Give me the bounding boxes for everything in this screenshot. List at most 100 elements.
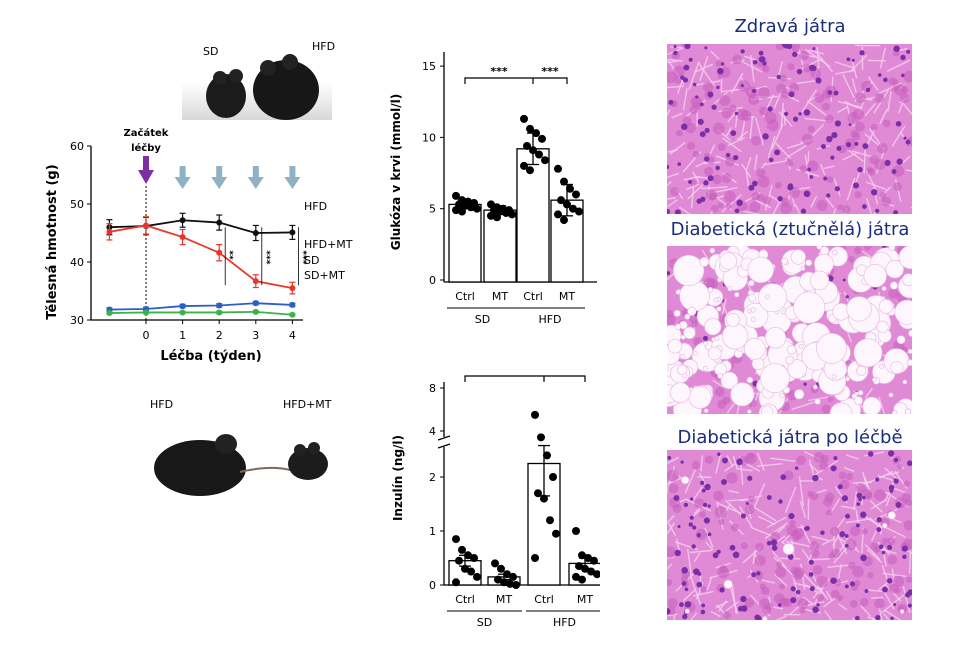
sinusoid-streak [689, 612, 698, 620]
glucose-data-point [575, 207, 583, 216]
cytoplasm-patch [744, 598, 755, 608]
fat-vacuole [888, 392, 894, 398]
cytoplasm-patch [787, 63, 795, 71]
sinusoid-streak [806, 100, 829, 118]
sinusoid-streak [668, 58, 683, 62]
nucleus [684, 587, 689, 592]
sinusoid-streak [677, 77, 685, 94]
cytoplasm-patch [826, 176, 834, 183]
sinusoid-streak [749, 55, 755, 82]
cytoplasm-patch [754, 554, 766, 566]
nucleus [721, 479, 727, 485]
sinusoid-streak [849, 54, 868, 73]
nucleus [790, 586, 796, 592]
dose-arrow [211, 166, 228, 189]
sinusoid-streak [883, 609, 902, 620]
sinusoid-streak [801, 89, 818, 113]
cytoplasm-patch [874, 598, 885, 609]
cytoplasm-patch [757, 175, 770, 188]
sinusoid-streak [837, 517, 846, 528]
sinusoid-streak [815, 51, 833, 73]
weight-x-tick-label: 4 [289, 329, 296, 342]
sinusoid-streak [886, 471, 900, 477]
nucleus [680, 75, 685, 80]
nucleus [850, 581, 855, 587]
fat-vacuole [734, 292, 740, 298]
sinusoid-streak [740, 121, 746, 142]
sinusoid-streak [739, 506, 754, 529]
glucose-y-tick-label: 15 [422, 60, 436, 73]
nucleus [907, 460, 912, 467]
nucleus [691, 544, 696, 549]
insulin-y-tick-label: 8 [429, 382, 436, 395]
histology-image-fatty [667, 246, 912, 414]
sinusoid-streak [704, 527, 714, 548]
nucleus [716, 549, 721, 555]
nucleus [679, 602, 684, 608]
fat-vacuole [856, 365, 867, 376]
fat-vacuole [744, 337, 766, 360]
sinusoid-streak [885, 496, 891, 507]
sinusoid-streak [864, 476, 871, 492]
fat-vacuole [709, 247, 716, 254]
nucleus [729, 544, 736, 551]
cytoplasm-patch [847, 112, 860, 124]
sinusoid-streak [835, 69, 856, 75]
nucleus [901, 73, 905, 78]
glucose-y-axis-label: Glukóza v krvi (mmol/l) [389, 94, 403, 251]
nucleus [812, 474, 819, 482]
fat-vacuole [693, 351, 698, 356]
fat-vacuole [816, 333, 847, 364]
nucleus [893, 478, 897, 482]
nucleus [895, 121, 902, 127]
body-weight-chart: Tělesná hmotnost (g) Léčba (týden) Začát… [45, 127, 353, 364]
sinusoid-streak [799, 500, 807, 519]
cytoplasm-patch [814, 93, 825, 103]
cytoplasm-patch [816, 575, 829, 588]
nucleus [812, 47, 816, 51]
nucleus [768, 157, 774, 163]
sinusoid-streak [761, 579, 775, 584]
fat-vacuole [816, 246, 823, 250]
fat-vacuole [787, 359, 807, 379]
legend-label-sd: SD [304, 254, 319, 267]
nucleus [876, 527, 882, 533]
cytoplasm-patch [732, 54, 743, 65]
fat-vacuole [677, 364, 688, 375]
nucleus [907, 589, 912, 596]
fat-vacuole [750, 316, 757, 323]
cytoplasm-patch [821, 404, 832, 414]
sinusoid-streak [722, 137, 742, 153]
nucleus [895, 502, 902, 508]
fat-vacuole [898, 246, 912, 270]
nucleus [701, 488, 706, 493]
cytoplasm-patch [874, 93, 885, 103]
cytoplasm-patch [796, 455, 806, 466]
fat-vacuole [714, 335, 720, 341]
fat-vacuole [704, 318, 722, 336]
sinusoid-streak [667, 456, 680, 464]
nucleus [766, 495, 772, 501]
nucleus [680, 460, 684, 464]
nucleus [809, 586, 815, 592]
nucleus [689, 515, 694, 520]
histology-title-fatty: Diabetická (ztučnělá) játra [670, 219, 910, 240]
nucleus [884, 159, 891, 166]
sinusoid-streak [787, 144, 807, 158]
insulin-data-point [578, 551, 586, 560]
nucleus [852, 182, 860, 189]
cytoplasm-patch [797, 598, 809, 610]
glucose-data-point [529, 146, 537, 155]
cytoplasm-patch [789, 519, 796, 527]
nucleus [901, 545, 908, 552]
nucleus [800, 208, 807, 214]
glucose-data-point [502, 208, 510, 217]
glucose-data-point [535, 150, 543, 159]
data-point [216, 219, 223, 226]
cytoplasm-patch [906, 576, 912, 583]
cytoplasm-patch [694, 498, 705, 509]
histology-image-healthy [667, 44, 912, 214]
nucleus [890, 616, 894, 620]
nucleus [864, 589, 869, 593]
nucleus [844, 534, 849, 538]
